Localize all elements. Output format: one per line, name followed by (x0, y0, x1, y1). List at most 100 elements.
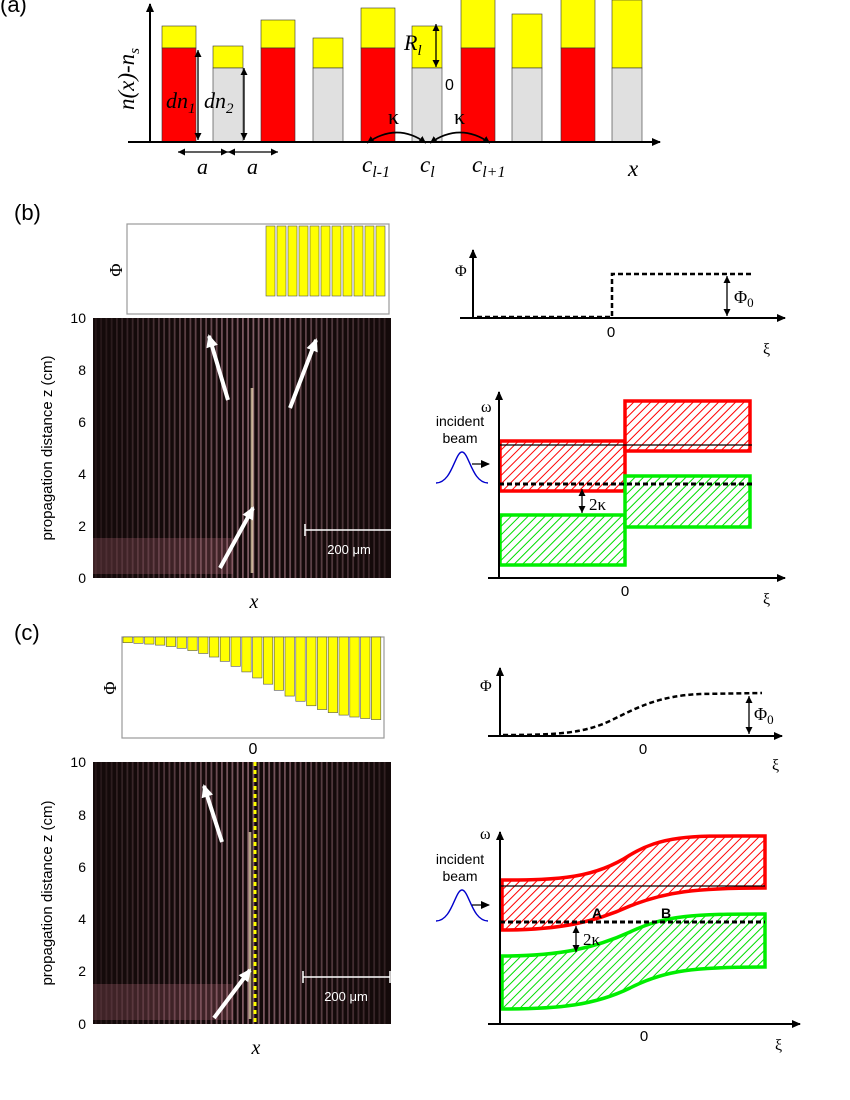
waveguide-2-body (212, 67, 244, 143)
c-ytick-6: 6 (78, 859, 86, 875)
b-ytick-4: 4 (78, 466, 86, 482)
c-phi-bar-4 (155, 636, 166, 646)
c-heat-stripe-55 (378, 762, 381, 1024)
b-scalebar-label: 200 μm (327, 542, 371, 557)
c-heat-stripe-46 (331, 762, 334, 1024)
c-phi-bar-13 (252, 636, 263, 679)
c-next-label: cl+1 (472, 152, 505, 181)
b-heat-stripe-21 (200, 318, 202, 578)
c-heat-stripe-37 (284, 762, 286, 1024)
b-heat-stripe-54 (373, 318, 376, 578)
c-heat-stripe-52 (362, 762, 365, 1024)
b-heat-stripe-27 (231, 318, 234, 578)
c-heat-stripe-25 (221, 762, 223, 1024)
b-heat-stripe-18 (184, 318, 187, 578)
b-heat-stripe-28 (236, 318, 239, 578)
c-heat-stripe-54 (373, 762, 376, 1024)
c-prev-label: cl-1 (362, 152, 390, 181)
b-heat-stripe-3 (105, 318, 108, 578)
c-heat-stripe-44 (320, 762, 323, 1024)
b-heat-stripe-4 (110, 318, 113, 578)
b-ytick-8: 8 (78, 362, 86, 378)
c-point-a: A (592, 905, 602, 921)
c-phi-bar-11 (230, 636, 241, 667)
b-heat-stripe-20 (194, 318, 197, 578)
c-phi-profile-zero: 0 (249, 741, 258, 758)
b-heat-stripe-33 (263, 318, 265, 578)
b-phi-bar-3 (287, 225, 298, 297)
b-heat-stripe-30 (247, 318, 250, 578)
c-band-zero: 0 (640, 1028, 648, 1045)
b-band-xlabel: ξ (763, 591, 770, 608)
waveguide-4-top (312, 37, 344, 69)
waveguide-5-body (360, 47, 396, 143)
c-lower-band (500, 912, 767, 1011)
c-phi-bar-9 (209, 636, 220, 658)
c-ytick-4: 4 (78, 911, 86, 927)
b-incident-beam-profile (435, 451, 489, 484)
c-heat-stripe-10 (142, 762, 145, 1024)
b-heat-stripe-19 (189, 318, 192, 578)
b-heat-stripe-49 (347, 318, 349, 578)
c-heatmap-stripes (93, 762, 386, 1024)
b-ytick-10: 10 (70, 310, 86, 326)
c-band-xlabel: ξ (775, 1037, 782, 1054)
b-phi-bar-6 (320, 225, 331, 297)
waveguide-1-top (161, 25, 197, 49)
c-heat-stripe-53 (368, 762, 370, 1024)
kappa-right: κ (454, 104, 465, 129)
c-upper-band (500, 834, 767, 932)
b-phi-bar-8 (342, 225, 353, 297)
c-phi-bar-7 (187, 636, 198, 651)
c-point-b: B (661, 905, 671, 921)
b-band-zero: 0 (621, 583, 629, 600)
waveguide-5-top (360, 7, 396, 49)
rl-zero-label: 0 (445, 77, 454, 94)
c-heat-stripe-17 (179, 762, 181, 1024)
b-heat-stripe-5 (116, 318, 118, 578)
c-phi-plot-zero: 0 (639, 741, 647, 758)
c-heat-stripe-8 (131, 762, 134, 1024)
kappa-left: κ (388, 104, 399, 129)
b-heatmap-xlabel: x (249, 591, 259, 613)
b-lower-band-left (498, 513, 627, 567)
c-heat-stripe-47 (336, 762, 339, 1024)
c-heat-stripe-9 (137, 762, 139, 1024)
c-heat-stripe-32 (257, 762, 260, 1024)
b-heat-stripe-11 (147, 318, 150, 578)
c-beam-label: beam (442, 868, 477, 884)
c-heat-stripe-18 (184, 762, 187, 1024)
b-heat-stripe-12 (152, 318, 155, 578)
c-band-ylabel: ω (480, 826, 491, 843)
waveguide-10-top (611, 0, 643, 69)
c-heat-stripe-29 (242, 762, 244, 1024)
dn2-label: dn2 (204, 88, 234, 117)
b-heat-stripe-46 (331, 318, 334, 578)
b-heat-stripe-22 (205, 318, 208, 578)
b-heat-stripe-35 (273, 318, 276, 578)
c-gap-label: 2κ (583, 930, 601, 949)
c-heat-stripe-31 (252, 762, 255, 1024)
c-heat-stripe-50 (352, 762, 355, 1024)
waveguide-4-body (312, 67, 344, 143)
b-heat-stripe-43 (315, 318, 318, 578)
c-heat-stripe-12 (152, 762, 155, 1024)
waveguide-array (161, 0, 643, 143)
b-phi-profile-label: Φ (106, 263, 126, 276)
c-heat-stripe-2 (100, 762, 103, 1024)
b-heat-stripe-48 (341, 318, 344, 578)
waveguide-6-body (411, 67, 443, 143)
b-arrow-reflected-left (206, 334, 230, 401)
c-heat-stripe-5 (116, 762, 118, 1024)
rl-label: Rl (403, 30, 422, 59)
b-phi-bar-9 (353, 225, 364, 297)
b-heat-stripe-16 (173, 318, 176, 578)
c-phi-plot-ylabel: Φ (480, 678, 492, 695)
c-cur-label: cl (420, 152, 435, 181)
c-heatmap-yticks: 10 8 6 4 2 0 (70, 754, 86, 1032)
waveguide-9-top (560, 0, 596, 49)
b-heat-stripe-26 (226, 318, 229, 578)
b-heat-stripe-1 (95, 318, 97, 578)
b-heat-stripe-42 (310, 318, 313, 578)
